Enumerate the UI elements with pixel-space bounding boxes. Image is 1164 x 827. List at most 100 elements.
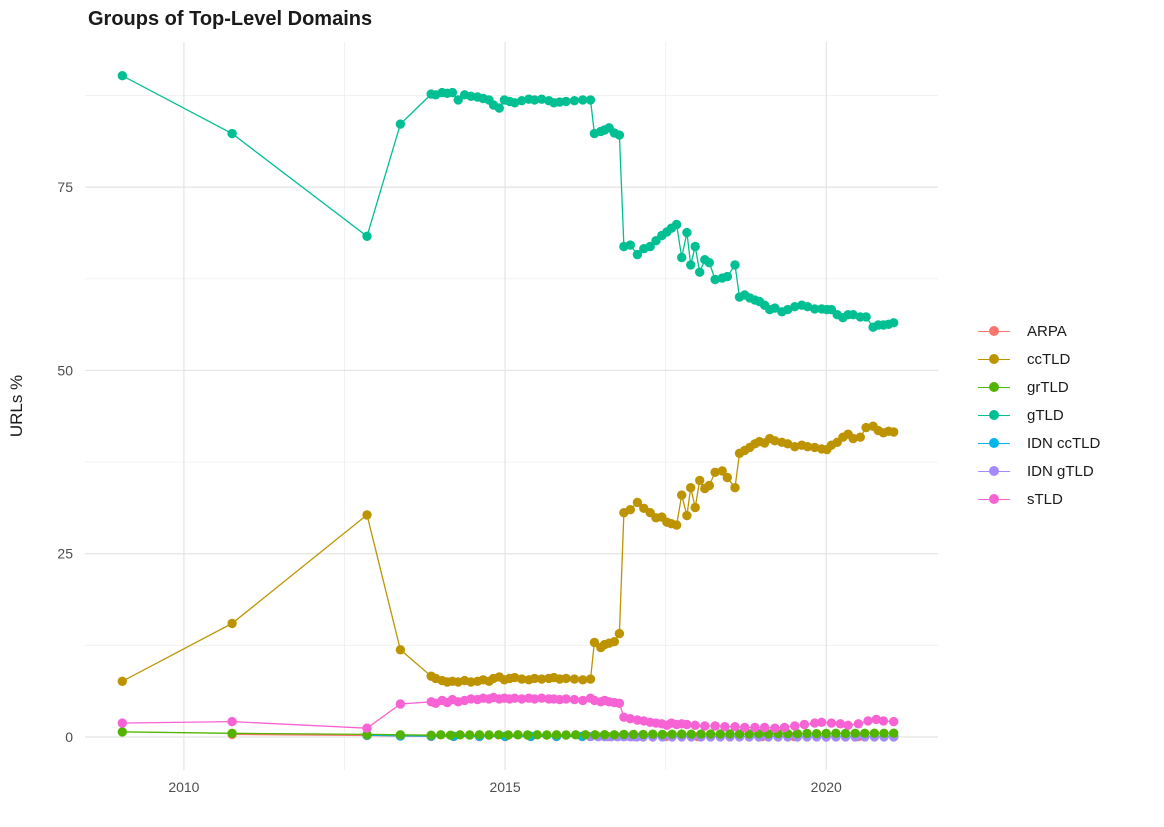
data-point <box>648 729 658 739</box>
data-point <box>453 95 463 105</box>
data-point <box>686 729 696 739</box>
data-point <box>599 730 610 740</box>
data-point <box>878 716 889 726</box>
data-point <box>720 722 730 732</box>
data-point <box>227 716 237 727</box>
data-point <box>529 673 540 684</box>
y-axis-label: URLs % <box>7 375 26 437</box>
data-point <box>474 730 485 740</box>
data-point <box>671 520 682 530</box>
data-point <box>850 728 860 738</box>
data-point <box>811 729 822 739</box>
data-point <box>759 722 770 733</box>
data-point <box>561 730 571 740</box>
y-tick-label: 0 <box>65 729 73 745</box>
data-point <box>861 312 871 322</box>
data-point <box>840 728 851 739</box>
series-stld <box>117 692 899 733</box>
data-point <box>704 258 714 268</box>
data-point <box>792 729 802 739</box>
data-point <box>510 693 520 703</box>
data-point <box>578 695 588 706</box>
data-point <box>455 730 465 740</box>
series-gtld <box>117 71 899 332</box>
data-point <box>578 675 588 685</box>
data-point <box>826 718 837 728</box>
data-point <box>362 723 372 733</box>
legend-item-cctld: ccTLD <box>978 345 1100 373</box>
legend-key-icon <box>978 465 1010 477</box>
data-point <box>657 729 668 740</box>
data-point <box>551 730 562 740</box>
data-point <box>810 442 820 453</box>
y-tick-label: 75 <box>57 179 73 195</box>
data-point <box>117 727 128 737</box>
data-point <box>871 714 881 725</box>
data-point <box>447 87 458 98</box>
legend-item-label: gTLD <box>1027 406 1064 424</box>
data-point <box>682 719 692 730</box>
x-tick-label: 2010 <box>168 779 199 795</box>
data-point <box>465 730 475 740</box>
legend-key-icon <box>978 353 1010 365</box>
data-point <box>542 730 552 740</box>
data-point <box>614 628 625 639</box>
data-point <box>117 718 128 728</box>
legend-item-label: ccTLD <box>1027 350 1071 368</box>
data-point <box>426 730 436 740</box>
data-point <box>445 730 456 740</box>
data-point <box>395 730 406 740</box>
y-tick-label: 25 <box>57 546 73 562</box>
legend-item-label: sTLD <box>1027 490 1063 508</box>
data-point <box>722 472 732 483</box>
data-point <box>750 722 760 733</box>
data-point <box>395 119 406 129</box>
legend-item-idn-cctld: IDN ccTLD <box>978 429 1100 457</box>
data-point <box>494 730 504 740</box>
data-point <box>569 96 580 106</box>
data-point <box>667 729 677 739</box>
data-point <box>704 480 714 491</box>
data-point <box>362 231 372 241</box>
data-point <box>821 728 831 739</box>
data-point <box>810 304 820 314</box>
legend-item-grtld: grTLD <box>978 373 1100 401</box>
data-point <box>561 694 571 704</box>
series-cctld <box>117 421 899 687</box>
data-series <box>117 71 899 742</box>
data-point <box>686 260 696 270</box>
data-point <box>517 674 527 684</box>
data-point <box>790 302 800 312</box>
data-point <box>503 730 513 740</box>
data-point <box>715 729 725 739</box>
data-point <box>843 720 853 730</box>
data-point <box>569 674 580 684</box>
data-point <box>889 318 899 328</box>
data-point <box>889 716 899 727</box>
data-point <box>510 672 520 683</box>
data-point <box>831 728 841 738</box>
data-point <box>561 673 571 684</box>
data-point <box>537 94 547 104</box>
data-point <box>802 442 813 452</box>
data-point <box>517 96 527 106</box>
data-point <box>682 510 692 521</box>
data-point <box>590 730 600 740</box>
data-point <box>848 433 858 444</box>
data-point <box>695 267 705 277</box>
gridlines <box>85 42 938 770</box>
data-point <box>522 730 533 740</box>
legend-item-gtld: gTLD <box>978 401 1100 429</box>
legend-key-icon <box>978 437 1010 449</box>
data-point <box>705 729 716 739</box>
data-point <box>740 722 750 733</box>
data-point <box>510 98 520 108</box>
legend: ARPA ccTLD grTLD gTLD IDN ccTLD IDN gTLD sTLD <box>978 317 1100 513</box>
data-point <box>609 637 619 647</box>
data-point <box>638 729 648 740</box>
data-point <box>227 618 237 629</box>
data-point <box>889 427 899 437</box>
legend-item-label: IDN gTLD <box>1027 462 1094 480</box>
data-point <box>580 730 591 740</box>
